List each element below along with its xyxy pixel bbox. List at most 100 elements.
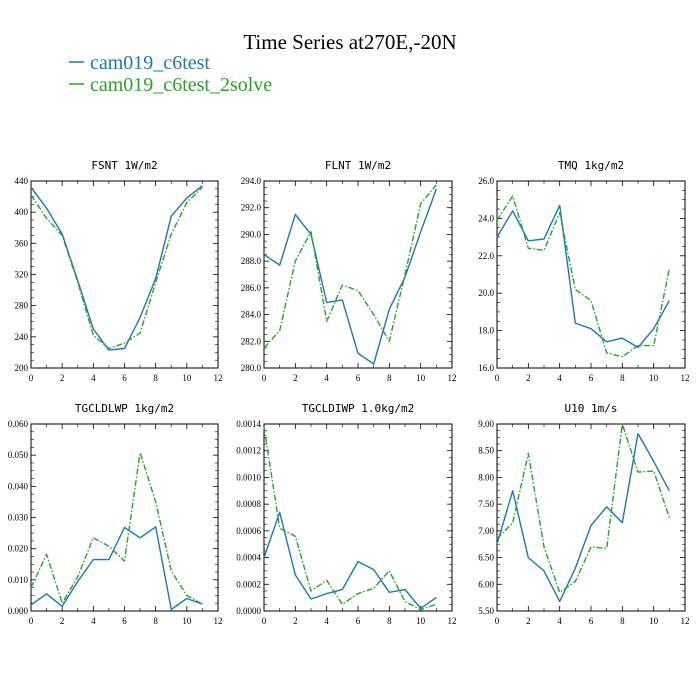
panel-5: TGCLDIWP 1.0kg/m2 0 2 4 6 8 10 12 0.0000 0.0002 0.… [236, 402, 456, 626]
x-tick-label: 0 [29, 373, 34, 383]
x-tick-label: 8 [153, 373, 158, 383]
y-tick-label: 8.50 [478, 446, 494, 456]
series-line-1 [496, 204, 670, 349]
y-tick-label: 6.00 [478, 579, 494, 589]
y-tick-label: 0.0000 [236, 606, 261, 616]
series-line-2 [263, 184, 437, 349]
x-tick-label: 6 [122, 616, 127, 626]
panel-3: TMQ 1kg/m2 0 2 4 6 8 10 12 16.0 18.0 20.0 22.0 24.0 2… [478, 159, 689, 383]
x-tick-label: 6 [589, 616, 594, 626]
x-tick-label: 8 [387, 616, 392, 626]
x-tick-label: 6 [122, 373, 127, 383]
x-tick-label: 10 [182, 616, 192, 626]
x-tick-label: 6 [356, 373, 361, 383]
y-tick-label: 24.0 [478, 213, 494, 223]
y-tick-label: 0.010 [8, 575, 29, 585]
y-tick-label: 292.0 [241, 203, 262, 213]
y-tick-label: 20.0 [478, 288, 494, 298]
x-tick-label: 4 [324, 373, 329, 383]
y-tick-label: 0.030 [8, 513, 29, 523]
x-tick-label: 4 [91, 373, 96, 383]
x-tick-label: 12 [681, 616, 690, 626]
panel-title: FSNT 1W/m2 [91, 159, 157, 172]
y-tick-label: 0.0012 [236, 446, 261, 456]
x-tick-label: 2 [293, 373, 298, 383]
panel-title: TMQ 1kg/m2 [558, 159, 624, 172]
panel-6: U10 1m/s 0 2 4 6 8 10 12 5.50 6.00 6.50 7.00 7.50 8.0… [478, 402, 689, 626]
y-tick-label: 18.0 [478, 326, 494, 336]
panel-title: TGCLDIWP 1.0kg/m2 [302, 402, 415, 415]
y-tick-label: 0.0004 [236, 553, 261, 563]
y-tick-label: 280 [15, 301, 29, 311]
x-tick-label: 4 [91, 616, 96, 626]
chart-panels: FSNT 1W/m20 2 4 6 8 10 12200240280320360400440… [8, 159, 690, 626]
x-tick-label: 8 [153, 616, 158, 626]
x-tick-label: 2 [60, 373, 65, 383]
x-tick-label: 0 [495, 616, 500, 626]
y-tick-label: 22.0 [478, 251, 494, 261]
y-tick-label: 0.040 [8, 481, 29, 491]
x-tick-label: 0 [29, 616, 34, 626]
y-tick-label: 0.060 [8, 419, 29, 429]
x-tick-label: 4 [557, 616, 562, 626]
x-tick-label: 12 [214, 373, 223, 383]
y-tick-label: 0.050 [8, 450, 29, 460]
y-tick-label: 0.000 [8, 606, 29, 616]
panel-4: TGCLDLWP 1kg/m2 0 2 4 6 8 10 12 0.000 0.010 0.020 0… [8, 402, 223, 626]
y-tick-label: 26.0 [478, 176, 494, 186]
series-line-2 [496, 423, 670, 593]
legend: cam019_c6test cam019_c6test_2solve [69, 52, 272, 96]
series-line-1 [30, 526, 203, 611]
x-tick-label: 10 [649, 616, 659, 626]
y-tick-label: 286.0 [241, 283, 262, 293]
y-tick-label: 7.00 [478, 526, 494, 536]
x-tick-label: 6 [356, 616, 361, 626]
x-tick-label: 6 [589, 373, 594, 383]
x-tick-label: 4 [557, 373, 562, 383]
x-tick-label: 0 [495, 373, 500, 383]
x-tick-label: 2 [526, 373, 531, 383]
panel-title: TGCLDLWP 1kg/m2 [75, 402, 174, 415]
y-tick-label: 0.0014 [236, 419, 261, 429]
legend-label-1: cam019_c6test [90, 52, 210, 74]
y-tick-label: 0.020 [8, 544, 29, 554]
panel-title: U10 1m/s [565, 402, 618, 415]
x-tick-label: 2 [60, 616, 65, 626]
x-tick-label: 8 [620, 373, 625, 383]
series-line-2 [30, 186, 203, 350]
panel-1: FSNT 1W/m2 0 2 4 6 8 10 12 200 240 280 320 360 400 440 [15, 159, 223, 383]
y-tick-label: 5.50 [478, 606, 494, 616]
y-tick-label: 0.0008 [236, 499, 261, 509]
y-tick-label: 320 [15, 270, 29, 280]
y-tick-label: 8.00 [478, 472, 494, 482]
x-tick-label: 10 [649, 373, 659, 383]
x-tick-label: 0 [262, 616, 267, 626]
y-tick-label: 240 [15, 332, 29, 342]
x-tick-label: 10 [416, 373, 426, 383]
y-tick-label: 290.0 [241, 229, 262, 239]
y-tick-label: 9.00 [478, 419, 494, 429]
series-line-1 [496, 432, 670, 603]
x-tick-label: 2 [293, 616, 298, 626]
series-line-2 [496, 195, 670, 358]
x-tick-label: 8 [620, 616, 625, 626]
x-tick-label: 12 [448, 373, 457, 383]
legend-label-2: cam019_c6test_2solve [90, 74, 272, 96]
y-tick-label: 0.0002 [236, 579, 261, 589]
series-line-1 [263, 188, 437, 365]
y-tick-label: 440 [15, 176, 29, 186]
y-tick-label: 0.0006 [236, 526, 261, 536]
y-tick-label: 284.0 [241, 310, 262, 320]
y-tick-label: 0.0010 [236, 472, 261, 482]
x-tick-label: 2 [526, 616, 531, 626]
y-tick-label: 360 [15, 238, 29, 248]
x-tick-label: 8 [387, 373, 392, 383]
x-tick-label: 10 [416, 616, 426, 626]
y-tick-label: 288.0 [241, 256, 262, 266]
x-tick-label: 0 [262, 373, 267, 383]
x-tick-label: 12 [214, 616, 223, 626]
y-tick-label: 200 [15, 363, 29, 373]
y-tick-label: 16.0 [478, 363, 494, 373]
